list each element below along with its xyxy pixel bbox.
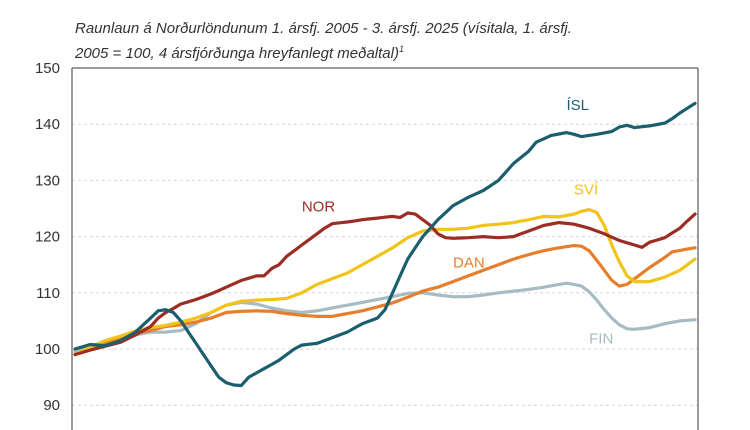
y-tick-label: 130 [35,172,60,189]
chart-title-line-1: Raunlaun á Norðurlöndunum 1. ársfj. 2005… [75,20,572,37]
chart-title-line-2: 2005 = 100, 4 ársfjórðunga hreyfanlegt m… [75,39,715,64]
chart-title: Raunlaun á Norðurlöndunum 1. ársfj. 2005… [75,18,715,64]
series-line-nor [73,211,697,357]
series-labels: ÍSL NOR SVÍ DAN FIN [302,97,613,347]
y-axis: 90 100 110 120 130 140 150 [35,60,60,414]
series-label-isl: ÍSL [566,97,589,114]
series-label-dan: DAN [453,255,485,272]
series-line-dan [73,244,697,357]
plot-frame [71,67,699,430]
series-label-nor: NOR [302,198,336,215]
y-tick-label: 150 [35,60,60,77]
footnote-mark: 1 [398,44,404,54]
series-lines [73,101,697,388]
grid-lines [72,123,698,406]
series-line-svi [73,208,697,357]
y-tick-label: 120 [35,229,60,246]
y-tick-label: 100 [35,341,60,358]
series-line-fin [73,281,697,354]
series-line-isl [73,101,697,388]
y-tick-label: 110 [36,285,60,302]
series-label-fin: FIN [589,330,613,347]
y-tick-label: 140 [35,116,60,133]
y-tick-label: 90 [43,397,60,414]
chart-title-line-2-text: 2005 = 100, 4 ársfjórðunga hreyfanlegt m… [75,45,399,62]
series-label-svi: SVÍ [574,181,599,198]
